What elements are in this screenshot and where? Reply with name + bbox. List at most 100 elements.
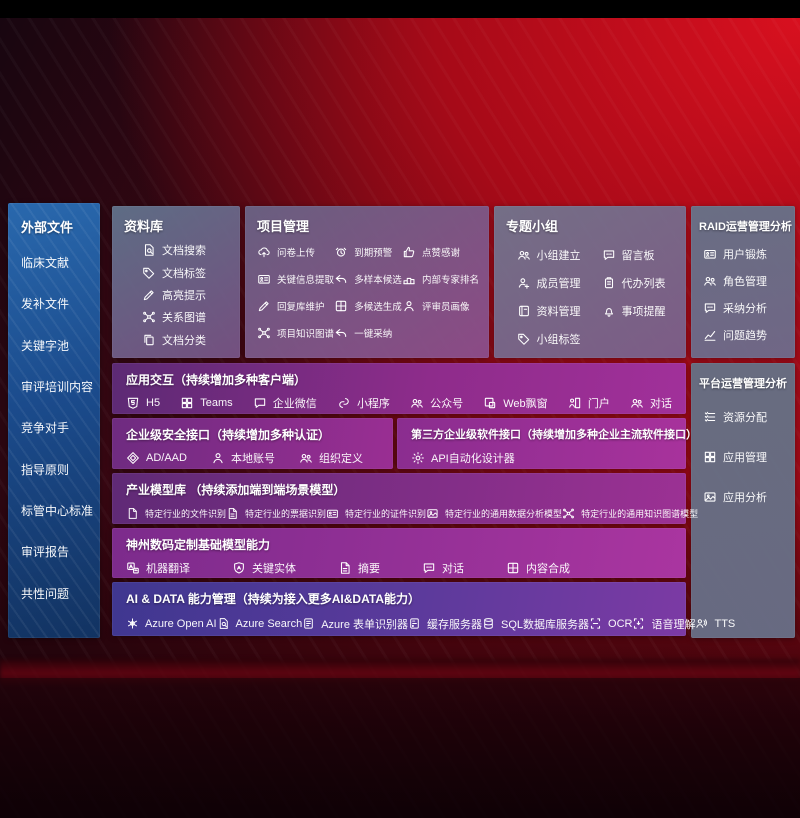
item-user-training[interactable]: 用户锻炼 — [703, 246, 795, 262]
item-todo-list[interactable]: 代办列表 — [602, 275, 666, 291]
raid-ops-title: RAID运营管理分析 — [699, 221, 792, 233]
item-label: 多候选生成 — [354, 302, 402, 313]
item-group-create[interactable]: 小组建立 — [517, 247, 581, 263]
item-reply-lib-maintain[interactable]: 回复库维护 — [257, 299, 334, 313]
item-resource-allocation[interactable]: 资源分配 — [703, 409, 795, 425]
item-dialogue[interactable]: 对话 — [422, 560, 464, 576]
message-board-icon — [602, 248, 616, 262]
item-official-account[interactable]: 公众号 — [410, 395, 463, 411]
resource-allocation-icon — [703, 410, 717, 424]
item-sql-db-server[interactable]: SQL数据库服务器 — [482, 616, 589, 632]
item-adoption-analysis[interactable]: 采纳分析 — [703, 300, 795, 316]
industry-id-recognition-icon — [326, 507, 339, 520]
item-azure-form-recognizer[interactable]: Azure 表单识别器 — [302, 616, 408, 632]
item-industry-id-recognition[interactable]: 特定行业的证件识别 — [326, 507, 426, 520]
item-dialog[interactable]: 对话 — [630, 395, 672, 411]
item-azure-openai[interactable]: Azure Open AI — [126, 617, 217, 630]
item-ocr[interactable]: OCR — [589, 617, 632, 630]
item-tts[interactable]: TTS — [695, 617, 735, 630]
speech-understanding-icon — [632, 617, 645, 630]
item-label: 问卷上传 — [277, 248, 316, 259]
item-app-analysis[interactable]: 应用分析 — [703, 489, 795, 505]
item-message-board[interactable]: 留言板 — [602, 247, 666, 263]
item-industry-data-analysis-model[interactable]: 特定行业的通用数据分析模型 — [426, 507, 562, 520]
item-mini-program[interactable]: 小程序 — [337, 395, 390, 411]
key-entity-icon — [232, 561, 246, 575]
item-competitors[interactable]: 竞争对手 — [21, 419, 100, 436]
item-issue-trend[interactable]: 问题趋势 — [703, 327, 795, 343]
item-app-manage[interactable]: 应用管理 — [703, 449, 795, 465]
industry-file-recognition-icon — [126, 507, 139, 520]
ocr-icon — [589, 617, 602, 630]
item-review-reports[interactable]: 审评报告 — [21, 543, 100, 560]
item-keyword-pool[interactable]: 关键字池 — [21, 337, 100, 354]
mini-program-icon — [337, 396, 351, 410]
item-one-click-adopt[interactable]: 一键采纳 — [334, 326, 402, 340]
platform-ops-items: 资源分配应用管理应用分析 — [691, 397, 795, 517]
item-wecom[interactable]: 企业微信 — [253, 395, 317, 411]
item-industry-bill-recognition[interactable]: 特定行业的票据识别 — [226, 507, 326, 520]
external-files-panel: 外部文件 临床文献发补文件关键字池审评培训内容 竞争对手指导原则标管中心标准 审评报… — [8, 203, 100, 638]
org-definition-icon — [299, 451, 313, 465]
item-content-synthesis[interactable]: 内容合成 — [506, 560, 570, 576]
item-member-manage[interactable]: 成员管理 — [517, 275, 581, 291]
item-label: 文档标签 — [162, 267, 206, 280]
item-summary[interactable]: 摘要 — [338, 560, 380, 576]
item-local-account[interactable]: 本地账号 — [211, 450, 275, 466]
item-group-tag[interactable]: 小组标签 — [517, 331, 581, 347]
item-reviewer-portrait[interactable]: 评审员画像 — [402, 299, 479, 313]
item-supplement-files[interactable]: 发补文件 — [21, 295, 100, 312]
item-multi-sample-candidate[interactable]: 多样本候选 — [334, 272, 402, 286]
item-industry-knowledge-graph-model[interactable]: 特定行业的通用知识图谱模型 — [562, 507, 698, 520]
item-matter-remind[interactable]: 事项提醒 — [602, 303, 666, 319]
project-items: 问卷上传 到期预警 点赞感谢关键信息提取 多样本候选 内部专家排名回复库维护 多候选生成 评… — [245, 239, 489, 340]
item-label: 组织定义 — [318, 453, 363, 465]
item-speech-understanding[interactable]: 语音理解 — [632, 616, 695, 632]
item-questionnaire-upload[interactable]: 问卷上传 — [257, 245, 334, 259]
item-center-standards[interactable]: 标管中心标准 — [21, 502, 100, 519]
item-due-warning[interactable]: 到期预警 — [334, 245, 402, 259]
item-project-knowledge-graph[interactable]: 项目知识图谱 — [257, 326, 334, 340]
item-highlight-tip[interactable]: 高亮提示 — [142, 287, 240, 303]
item-expert-ranking[interactable]: 内部专家排名 — [402, 272, 479, 286]
item-label: Azure Search — [235, 617, 303, 630]
project-knowledge-graph-icon — [257, 326, 271, 340]
item-clinical-literature[interactable]: 临床文献 — [21, 254, 100, 271]
item-ad-aad[interactable]: AD/AAD — [126, 451, 187, 465]
item-org-definition[interactable]: 组织定义 — [299, 450, 363, 466]
item-label: 问题趋势 — [723, 329, 767, 342]
capability-map: 外部文件 临床文献发补文件关键字池审评培训内容 竞争对手指导原则标管中心标准 审评报… — [0, 18, 800, 818]
item-doc-classify[interactable]: 文档分类 — [142, 332, 240, 348]
item-material-manage[interactable]: 资料管理 — [517, 303, 581, 319]
item-doc-search[interactable]: 文档搜索 — [142, 242, 240, 258]
item-guidelines[interactable]: 指导原则 — [21, 461, 100, 478]
item-key-entity[interactable]: 关键实体 — [232, 560, 296, 576]
item-azure-search[interactable]: Azure Search — [217, 617, 303, 630]
industry-model-items: 特定行业的文件识别 特定行业的票据识别 特定行业的证件识别 特定行业的通用数据分析模型… — [112, 500, 698, 524]
item-label: H5 — [146, 397, 161, 409]
item-machine-translation[interactable]: 机器翻译 — [126, 560, 190, 576]
item-label: 一键采纳 — [354, 329, 393, 340]
sql-db-server-icon — [482, 617, 495, 630]
item-web-popup[interactable]: Web飘窗 — [483, 395, 548, 411]
item-cache-server[interactable]: 缓存服务器 — [408, 616, 482, 632]
item-label: 特定行业的通用知识图谱模型 — [581, 508, 699, 519]
item-review-training[interactable]: 审评培训内容 — [21, 378, 100, 395]
topic-groups-items: 小组建立 留言板成员管理 代办列表资料管理 事项提醒小组标签 — [494, 239, 686, 347]
item-role-manage[interactable]: 角色管理 — [703, 273, 795, 289]
item-teams[interactable]: Teams — [180, 396, 233, 410]
todo-list-icon — [602, 276, 616, 290]
item-portal[interactable]: 门户 — [568, 395, 610, 411]
item-relation-graph[interactable]: 关系图谱 — [142, 309, 240, 325]
external-files-title: 外部文件 — [21, 220, 74, 235]
thirdparty-software-row: 第三方企业级软件接口（持续增加多种企业主流软件接口） API自动化设计器 — [397, 418, 697, 469]
item-label: 摘要 — [358, 562, 380, 575]
item-doc-tag[interactable]: 文档标签 — [142, 265, 240, 281]
item-like-thanks[interactable]: 点赞感谢 — [402, 245, 479, 259]
item-multi-candidate-generate[interactable]: 多候选生成 — [334, 299, 402, 313]
item-key-info-extract[interactable]: 关键信息提取 — [257, 272, 334, 286]
item-industry-file-recognition[interactable]: 特定行业的文件识别 — [126, 507, 226, 520]
item-h5[interactable]: H5 — [126, 396, 160, 410]
item-common-issues[interactable]: 共性问题 — [21, 585, 100, 602]
item-api-auto-designer[interactable]: API自动化设计器 — [411, 450, 515, 466]
